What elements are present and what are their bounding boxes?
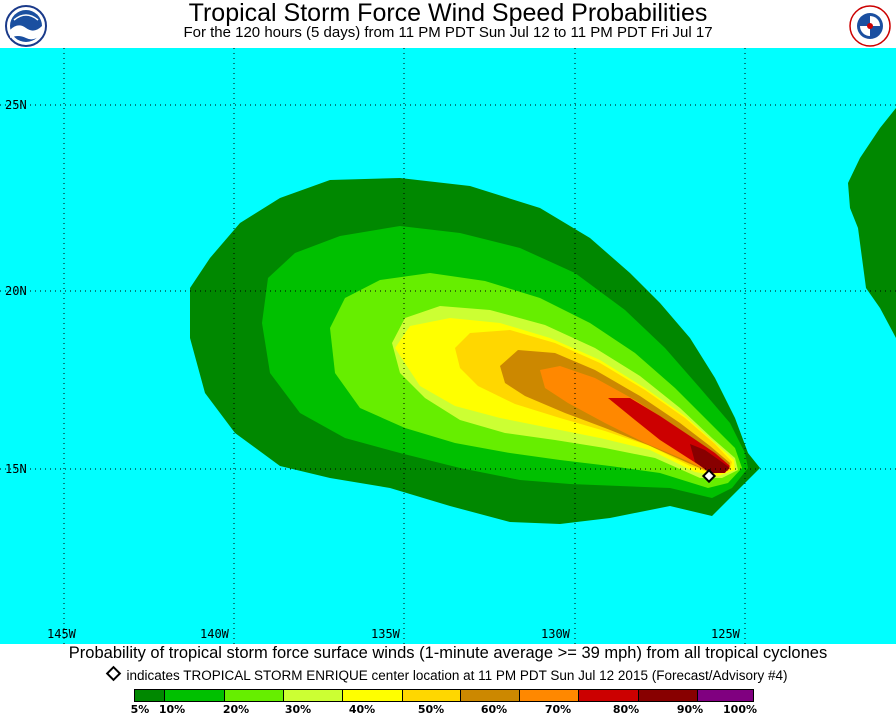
legend-swatch xyxy=(343,690,404,701)
legend-label: 90% xyxy=(676,703,704,716)
map-canvas: 25N 20N 15N 145W 140W 135W 130W 125W xyxy=(0,48,896,644)
legend-swatch xyxy=(520,690,580,701)
legend-swatch xyxy=(697,690,753,701)
lat-label-20n: 20N xyxy=(5,284,27,298)
legend-swatch xyxy=(135,690,166,701)
storm-center-diamond-icon xyxy=(106,665,122,682)
legend-swatch xyxy=(579,690,639,701)
legend-swatch xyxy=(225,690,285,701)
page-title: Tropical Storm Force Wind Speed Probabil… xyxy=(188,0,708,27)
lon-label-140w: 140W xyxy=(200,627,230,641)
legend-label: 100% xyxy=(723,703,757,716)
contour-90 xyxy=(690,444,730,473)
legend-swatch xyxy=(461,690,521,701)
legend-swatch xyxy=(403,690,462,701)
storm-location-text: indicates TROPICAL STORM ENRIQUE center … xyxy=(126,668,788,683)
legend-label: 40% xyxy=(348,703,376,716)
legend-label: 30% xyxy=(284,703,312,716)
header: Tropical Storm Force Wind Speed Probabil… xyxy=(0,0,896,48)
legend-swatch xyxy=(638,690,698,701)
legend-swatch xyxy=(284,690,344,701)
nws-logo-icon xyxy=(849,5,891,47)
legend-label: 60% xyxy=(480,703,508,716)
lat-label-25n: 25N xyxy=(5,98,27,112)
legend-label: 70% xyxy=(544,703,572,716)
lon-label-130w: 130W xyxy=(541,627,571,641)
map-caption: Probability of tropical storm force surf… xyxy=(68,644,828,662)
legend-label: 50% xyxy=(417,703,445,716)
legend-label: 10% xyxy=(158,703,186,716)
lon-label-125w: 125W xyxy=(711,627,741,641)
probability-legend: 5% 10% 20% 30% 40% 50% 60% 70% 80% 90% 100% xyxy=(0,689,896,716)
lon-label-135w: 135W xyxy=(371,627,401,641)
page-subtitle: For the 120 hours (5 days) from 11 PM PD… xyxy=(183,24,713,41)
legend-labels: 5% 10% 20% 30% 40% 50% 60% 70% 80% 90% 100% xyxy=(0,703,896,716)
legend-swatch xyxy=(165,690,226,701)
legend-label: 20% xyxy=(222,703,250,716)
probability-map: 25N 20N 15N 145W 140W 135W 130W 125W xyxy=(0,48,896,644)
land-region xyxy=(848,108,896,338)
lat-label-15n: 15N xyxy=(5,462,27,476)
storm-location-note: indicates TROPICAL STORM ENRIQUE center … xyxy=(0,665,896,684)
legend-label: 80% xyxy=(612,703,640,716)
legend-color-bar xyxy=(134,689,754,702)
legend-label: 5% xyxy=(130,703,150,716)
lon-label-145w: 145W xyxy=(47,627,77,641)
noaa-logo-icon xyxy=(5,5,47,47)
storm-center-diamond-icon xyxy=(701,468,717,484)
